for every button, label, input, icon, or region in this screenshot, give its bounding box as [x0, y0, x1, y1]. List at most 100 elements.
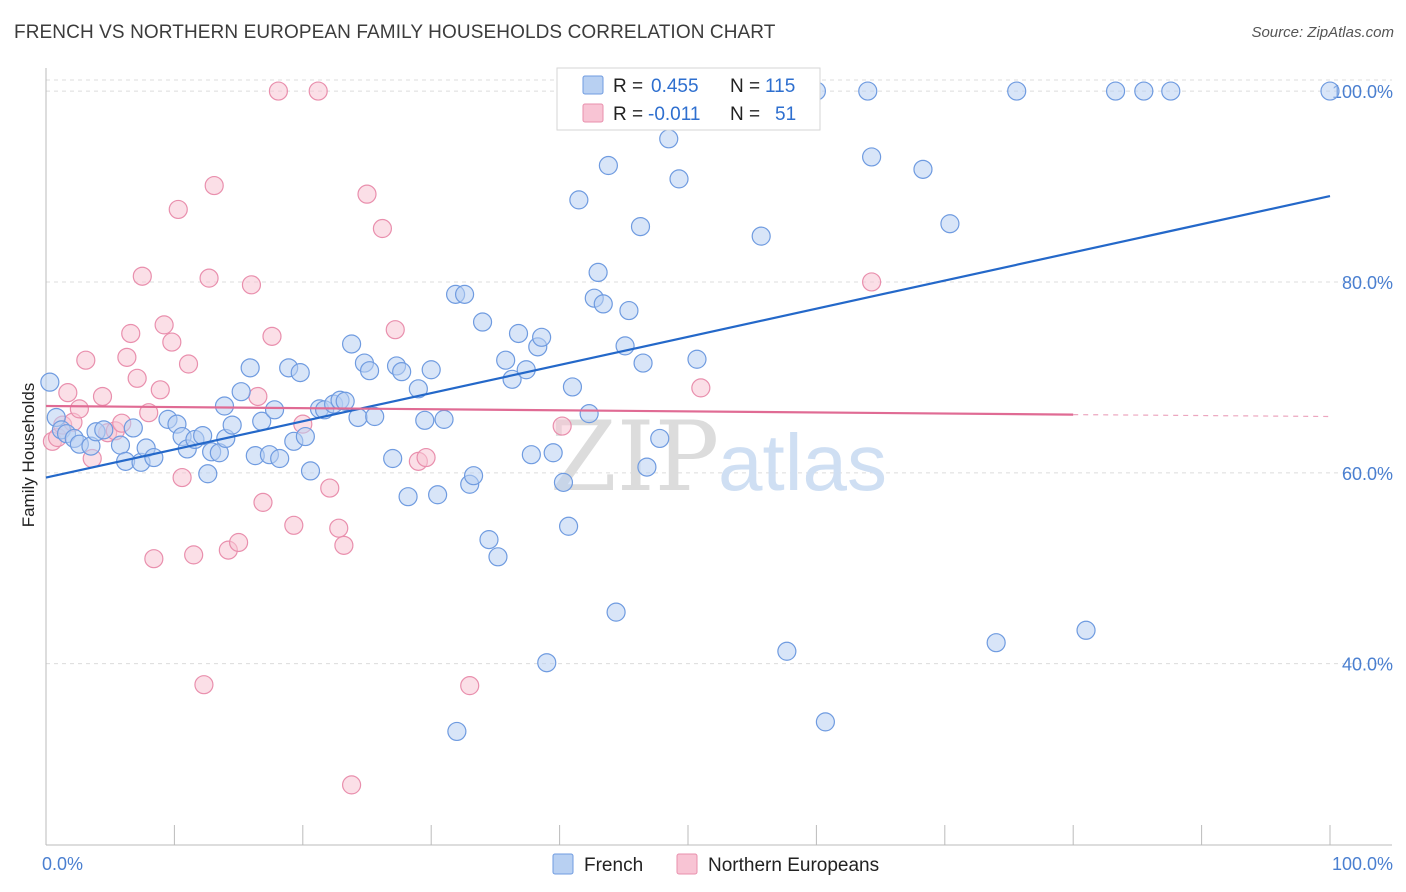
northern-point	[184, 545, 204, 565]
french-points	[40, 81, 1340, 742]
northern-point	[229, 532, 249, 553]
french-point	[569, 190, 589, 210]
trend-layer	[45, 194, 1331, 479]
watermark-zip: ZIP	[550, 401, 719, 513]
french-point	[598, 155, 618, 176]
northern-point	[178, 354, 199, 374]
french-point	[496, 350, 516, 370]
french-point	[516, 360, 536, 380]
french-point	[687, 349, 707, 369]
legend-northern-n-value: 51	[775, 104, 796, 125]
northern-point	[58, 383, 78, 403]
legend-top: R = 0.455 N = 115 R = -0.011 N = 51	[556, 67, 821, 131]
french-point	[295, 426, 315, 447]
french-point	[231, 382, 251, 402]
legend-french-r-label: R =	[613, 76, 643, 97]
northern-point	[416, 447, 436, 468]
legend-northern-n-label: N =	[730, 104, 760, 125]
french-point	[214, 396, 235, 416]
french-point	[123, 418, 143, 438]
french-point	[335, 391, 355, 411]
bottom-legend-northern-label: Northern Europeans	[708, 855, 879, 876]
french-point	[222, 415, 242, 435]
french-point	[94, 420, 114, 440]
chart-source: Source: ZipAtlas.com	[1251, 24, 1394, 41]
french-point	[398, 487, 418, 507]
french-point	[479, 530, 499, 550]
legend-french-r-value: 0.455	[651, 76, 699, 97]
french-point	[463, 466, 484, 486]
northern-point	[862, 272, 882, 292]
french-point	[264, 400, 285, 420]
french-point	[454, 284, 475, 304]
northern-point	[262, 326, 282, 346]
northern-point	[334, 535, 354, 555]
legend-french-swatch	[582, 75, 604, 95]
french-point	[562, 377, 583, 397]
french-point	[144, 447, 164, 468]
northern-point	[284, 515, 304, 535]
french-point	[421, 360, 441, 380]
northern-point	[248, 386, 268, 407]
french-point	[300, 461, 321, 481]
chart-title: FRENCH VS NORTHERN EUROPEAN FAMILY HOUSE…	[14, 22, 776, 43]
legend-northern-r-value: -0.011	[648, 104, 700, 125]
northern-point	[460, 676, 480, 696]
french-point	[392, 362, 412, 382]
northern-point	[150, 380, 170, 400]
french-trend-line	[45, 194, 1331, 479]
french-point	[650, 428, 670, 449]
french-point	[40, 372, 60, 392]
french-point	[415, 410, 435, 430]
northern-point	[385, 320, 405, 340]
french-point	[588, 262, 608, 283]
french-point	[434, 409, 454, 429]
axis-layer: 40.0% 60.0% 80.0% 100.0% 0.0% 100.0%	[42, 68, 1393, 874]
french-point	[270, 448, 290, 469]
french-point	[1161, 81, 1181, 101]
french-point	[193, 425, 213, 446]
french-point	[858, 81, 878, 101]
x-tick-label-max: 100.0%	[1332, 854, 1393, 874]
legend-northern-swatch	[582, 103, 604, 123]
northern-point	[168, 199, 188, 220]
northern-point	[372, 218, 393, 239]
northern-point	[357, 184, 377, 204]
northern-point	[144, 549, 164, 569]
northern-point	[268, 81, 289, 101]
french-point	[986, 633, 1006, 653]
french-point	[521, 445, 541, 465]
legend-french-n-value: 115	[765, 76, 795, 97]
northern-point	[127, 368, 147, 388]
y-tick-label: 40.0%	[1342, 655, 1393, 675]
x-tick-label-min: 0.0%	[42, 854, 83, 874]
northern-point	[320, 478, 340, 498]
french-point	[913, 159, 933, 179]
french-point	[637, 457, 657, 477]
french-point	[669, 169, 689, 189]
northern-point	[172, 467, 192, 488]
northern-trend-extension	[1073, 414, 1331, 418]
northern-point	[194, 675, 214, 695]
northern-point	[308, 81, 328, 101]
french-point	[1076, 620, 1096, 640]
french-point	[428, 485, 448, 505]
french-point	[447, 721, 467, 742]
northern-point	[154, 315, 174, 335]
french-point	[359, 361, 380, 381]
northern-point	[132, 266, 152, 286]
northern-point	[92, 386, 113, 407]
bottom-legend-northern-swatch	[676, 853, 698, 875]
french-point	[633, 353, 653, 373]
french-point	[777, 641, 797, 661]
northern-trend-line	[45, 404, 1074, 416]
french-point	[508, 323, 529, 344]
french-point	[110, 435, 131, 455]
northern-point	[139, 403, 159, 423]
northern-point	[241, 275, 262, 295]
y-tick-label: 80.0%	[1342, 273, 1393, 293]
northern-point	[253, 492, 273, 512]
french-point	[472, 312, 493, 332]
y-tick-label: 100.0%	[1332, 82, 1393, 102]
